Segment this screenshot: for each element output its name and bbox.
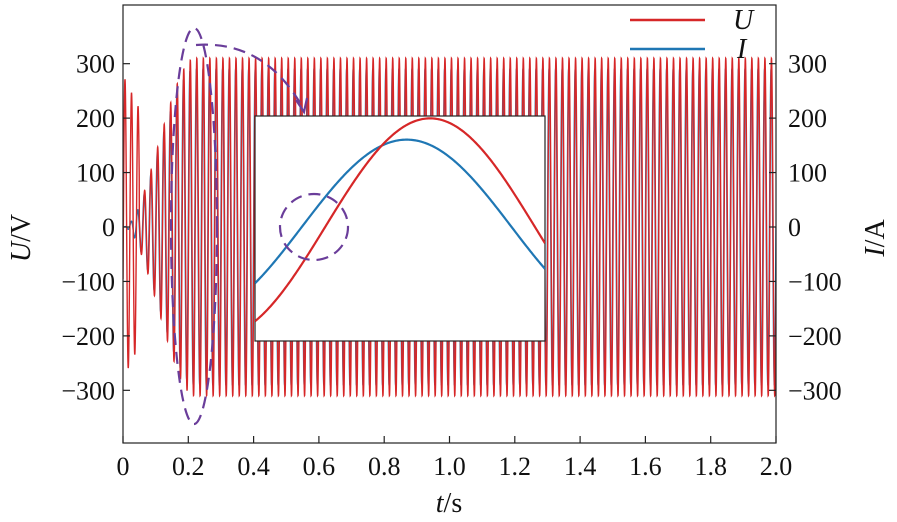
- y-tick-label-right: 300: [788, 50, 827, 79]
- x-tick-label: 0: [117, 452, 130, 481]
- y-tick-label-right: 200: [788, 104, 827, 133]
- y-tick-label-left: 100: [76, 159, 115, 188]
- x-tick-label: 1.8: [694, 452, 727, 481]
- annotations: [169, 26, 350, 426]
- legend-label-i: I: [736, 34, 748, 65]
- y-tick-label-left: −200: [61, 322, 115, 351]
- inset-frame: [254, 115, 546, 342]
- y-axis-right: 300 200 100 0 −100 −200 −300: [769, 50, 842, 405]
- y-tick-label-left: 0: [102, 213, 115, 242]
- y-tick-label-left: −100: [61, 267, 115, 296]
- inset-series-u-line: [255, 117, 545, 323]
- x-tick-label: 0.6: [303, 452, 336, 481]
- x-axis: 0 0.2 0.4 0.6 0.8 1.0 1.2 1.4 1.6 1.8 2.0: [117, 436, 793, 481]
- y-axis-left: 300 200 100 0 −100 −200 −300: [61, 50, 130, 405]
- y-tick-label-left: 200: [76, 104, 115, 133]
- x-tick-label: 0.8: [368, 452, 401, 481]
- x-axis-title: t/s: [436, 488, 462, 519]
- transient-annotation-ellipse: [169, 26, 219, 426]
- y-tick-label-left: 300: [76, 50, 115, 79]
- y-tick-label-right: −300: [788, 376, 842, 405]
- x-tick-label: 1.6: [629, 452, 662, 481]
- annotation-arrow-head: [295, 97, 309, 115]
- y-tick-label-left: −300: [61, 376, 115, 405]
- x-tick-label: 1.4: [564, 452, 597, 481]
- inset-series-i-line: [255, 138, 545, 285]
- y-axis-left-title: U/V: [6, 214, 37, 262]
- annotation-arrow: [195, 43, 304, 109]
- legend: U I: [630, 5, 755, 65]
- y-tick-label-right: −200: [788, 322, 842, 351]
- x-tick-label: 1.0: [433, 452, 466, 481]
- y-axis-right-title: I/A: [860, 219, 891, 258]
- y-tick-label-right: −100: [788, 267, 842, 296]
- y-tick-label-right: 0: [788, 213, 801, 242]
- x-tick-label: 0.4: [237, 452, 270, 481]
- inset: [254, 115, 546, 342]
- x-tick-label: 2.0: [760, 452, 793, 481]
- x-tick-label: 0.2: [172, 452, 205, 481]
- legend-label-u: U: [733, 5, 755, 36]
- x-tick-label: 1.2: [499, 452, 532, 481]
- y-tick-label-right: 100: [788, 159, 827, 188]
- zero-crossing-annotation-ellipse: [278, 192, 350, 262]
